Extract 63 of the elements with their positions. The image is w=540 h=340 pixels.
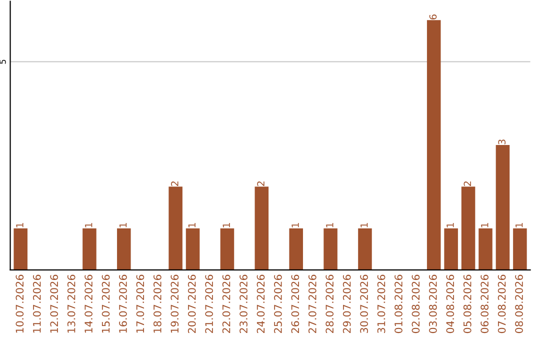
x-tick-label: 16.07.2026 xyxy=(119,274,127,333)
data-label: 1 xyxy=(292,223,299,228)
x-tick-label: 29.07.2026 xyxy=(342,274,351,334)
data-label: 1 xyxy=(516,223,523,228)
x-tick-label: 17.07.2026 xyxy=(136,274,144,333)
bar xyxy=(289,228,303,270)
data-label: 1 xyxy=(120,223,127,228)
x-tick-label: 08.08.2026 xyxy=(515,274,523,334)
x-tick-label: 15.07.2026 xyxy=(102,274,110,333)
x-tick-label: 30.07.2026 xyxy=(360,274,368,333)
data-label: 1 xyxy=(326,223,334,228)
bar xyxy=(358,228,372,270)
x-tick-label: 04.08.2026 xyxy=(446,274,454,334)
x-tick-label: 22.07.2026 xyxy=(222,274,230,334)
x-tick-label: 02.08.2026 xyxy=(412,274,420,334)
x-tick-label: 14.07.2026 xyxy=(84,274,92,333)
data-label: 1 xyxy=(188,223,196,228)
bar xyxy=(324,228,338,270)
x-tick-label: 26.07.2026 xyxy=(291,274,300,334)
data-label: 1 xyxy=(16,223,24,228)
x-tick-label: 18.07.2026 xyxy=(153,274,162,333)
bar xyxy=(426,20,441,270)
x-tick-label: 21.07.2026 xyxy=(205,274,214,334)
x-tick-label: 13.07.2026 xyxy=(67,274,76,333)
data-label: 2 xyxy=(257,181,264,186)
bar xyxy=(82,228,96,270)
bar xyxy=(461,186,476,270)
bar xyxy=(444,228,458,270)
data-label: 1 xyxy=(446,223,454,228)
bar xyxy=(14,228,28,270)
data-label: 2 xyxy=(464,181,471,186)
bar xyxy=(496,145,510,270)
bar xyxy=(478,228,492,270)
x-tick-label: 03.08.2026 xyxy=(428,274,437,334)
x-tick-label: 01.08.2026 xyxy=(394,274,402,334)
bar xyxy=(117,228,131,270)
bar xyxy=(186,228,200,270)
x-tick-label: 20.07.2026 xyxy=(188,274,196,334)
x-tick-label: 07.08.2026 xyxy=(498,274,506,334)
x-tick-label: 11.07.2026 xyxy=(32,274,41,333)
data-label: 3 xyxy=(498,140,506,144)
data-label: 1 xyxy=(481,223,488,228)
bar xyxy=(513,228,527,270)
x-tick-label: 28.07.2026 xyxy=(326,274,334,334)
data-label: 1 xyxy=(222,223,230,228)
x-tick-label: 12.07.2026 xyxy=(50,274,58,333)
x-tick-label: 24.07.2026 xyxy=(256,274,265,334)
x-tick-label: 19.07.2026 xyxy=(170,274,179,333)
bar xyxy=(168,186,182,270)
x-tick-label: 10.07.2026 xyxy=(16,274,24,333)
bar xyxy=(220,228,234,270)
y-tick-label: 5 xyxy=(0,60,6,64)
x-tick-label: 25.07.2026 xyxy=(274,274,282,334)
data-label: 1 xyxy=(85,223,92,228)
data-label: 2 xyxy=(171,181,178,186)
data-label: 1 xyxy=(360,223,368,228)
bar xyxy=(254,186,269,270)
data-label: 6 xyxy=(429,14,437,20)
x-tick-label: 31.07.2026 xyxy=(377,274,386,333)
x-tick-label: 06.08.2026 xyxy=(480,274,489,334)
x-tick-label: 23.07.2026 xyxy=(240,274,248,334)
x-tick-label: 27.07.2026 xyxy=(308,274,316,334)
x-tick-label: 05.08.2026 xyxy=(463,274,472,334)
